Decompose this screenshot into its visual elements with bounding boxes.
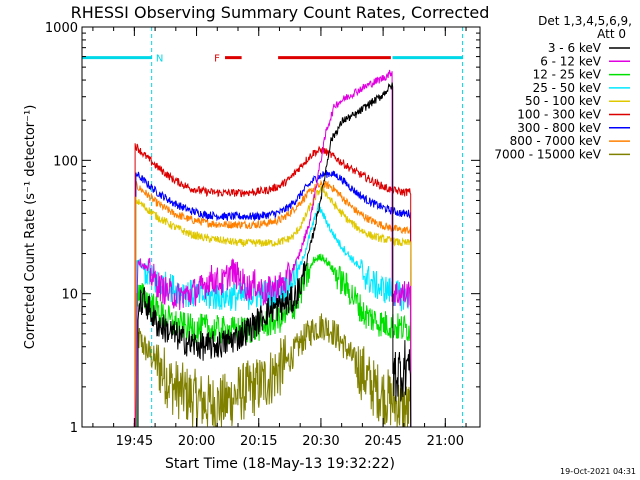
legend-label: 100 - 300 keV (517, 108, 601, 122)
flag-label: N (156, 54, 163, 65)
legend-label: 3 - 6 keV (548, 41, 602, 55)
legend-label: 7000 - 15000 keV (494, 147, 601, 161)
x-axis-label: Start Time (18-May-13 19:32:22) (165, 456, 395, 472)
legend-label: 300 - 800 keV (517, 121, 601, 135)
legend-header-detectors: Det 1,3,4,5,6,9, (538, 14, 632, 28)
series-line (134, 143, 412, 428)
series-line (137, 82, 412, 428)
series-line (135, 170, 412, 428)
x-tick-label: 20:30 (302, 434, 339, 449)
series-layer (134, 69, 412, 428)
legend-label: 6 - 12 keV (540, 54, 602, 68)
y-tick-label: 1000 (45, 21, 78, 36)
series-line (135, 69, 412, 428)
y-tick-label: 1 (70, 421, 78, 436)
y-axis: 1 10 100 1000 (45, 21, 480, 436)
x-tick-label: 20:15 (240, 434, 277, 449)
x-tick-label: 21:00 (427, 434, 464, 449)
plot-frame (81, 26, 481, 428)
legend-label: 50 - 100 keV (525, 94, 602, 108)
x-axis: 19:45 20:00 20:15 20:30 20:45 21:00 (92, 27, 467, 449)
series-line (135, 179, 412, 428)
y-tick-label: 10 (61, 288, 78, 303)
legend-header-attenuator: Att 0 (597, 27, 626, 41)
legend-label: 12 - 25 keV (533, 68, 602, 82)
flag-label: F (214, 54, 220, 65)
x-tick-label: 20:45 (364, 434, 401, 449)
series-line (136, 253, 412, 428)
series-line (135, 182, 412, 428)
chart-title: RHESSI Observing Summary Count Rates, Co… (71, 3, 490, 22)
series-line (135, 313, 412, 428)
x-tick-label: 19:45 (116, 434, 153, 449)
x-tick-label: 20:00 (178, 434, 215, 449)
footer-date: 19-Oct-2021 04:31 (560, 467, 636, 476)
y-axis-label: Corrected Count Rate (s⁻¹ detector⁻¹) (23, 105, 38, 350)
y-tick-label: 100 (53, 154, 78, 169)
legend-label: 800 - 7000 keV (510, 134, 602, 148)
legend-label: 25 - 50 keV (533, 81, 602, 95)
